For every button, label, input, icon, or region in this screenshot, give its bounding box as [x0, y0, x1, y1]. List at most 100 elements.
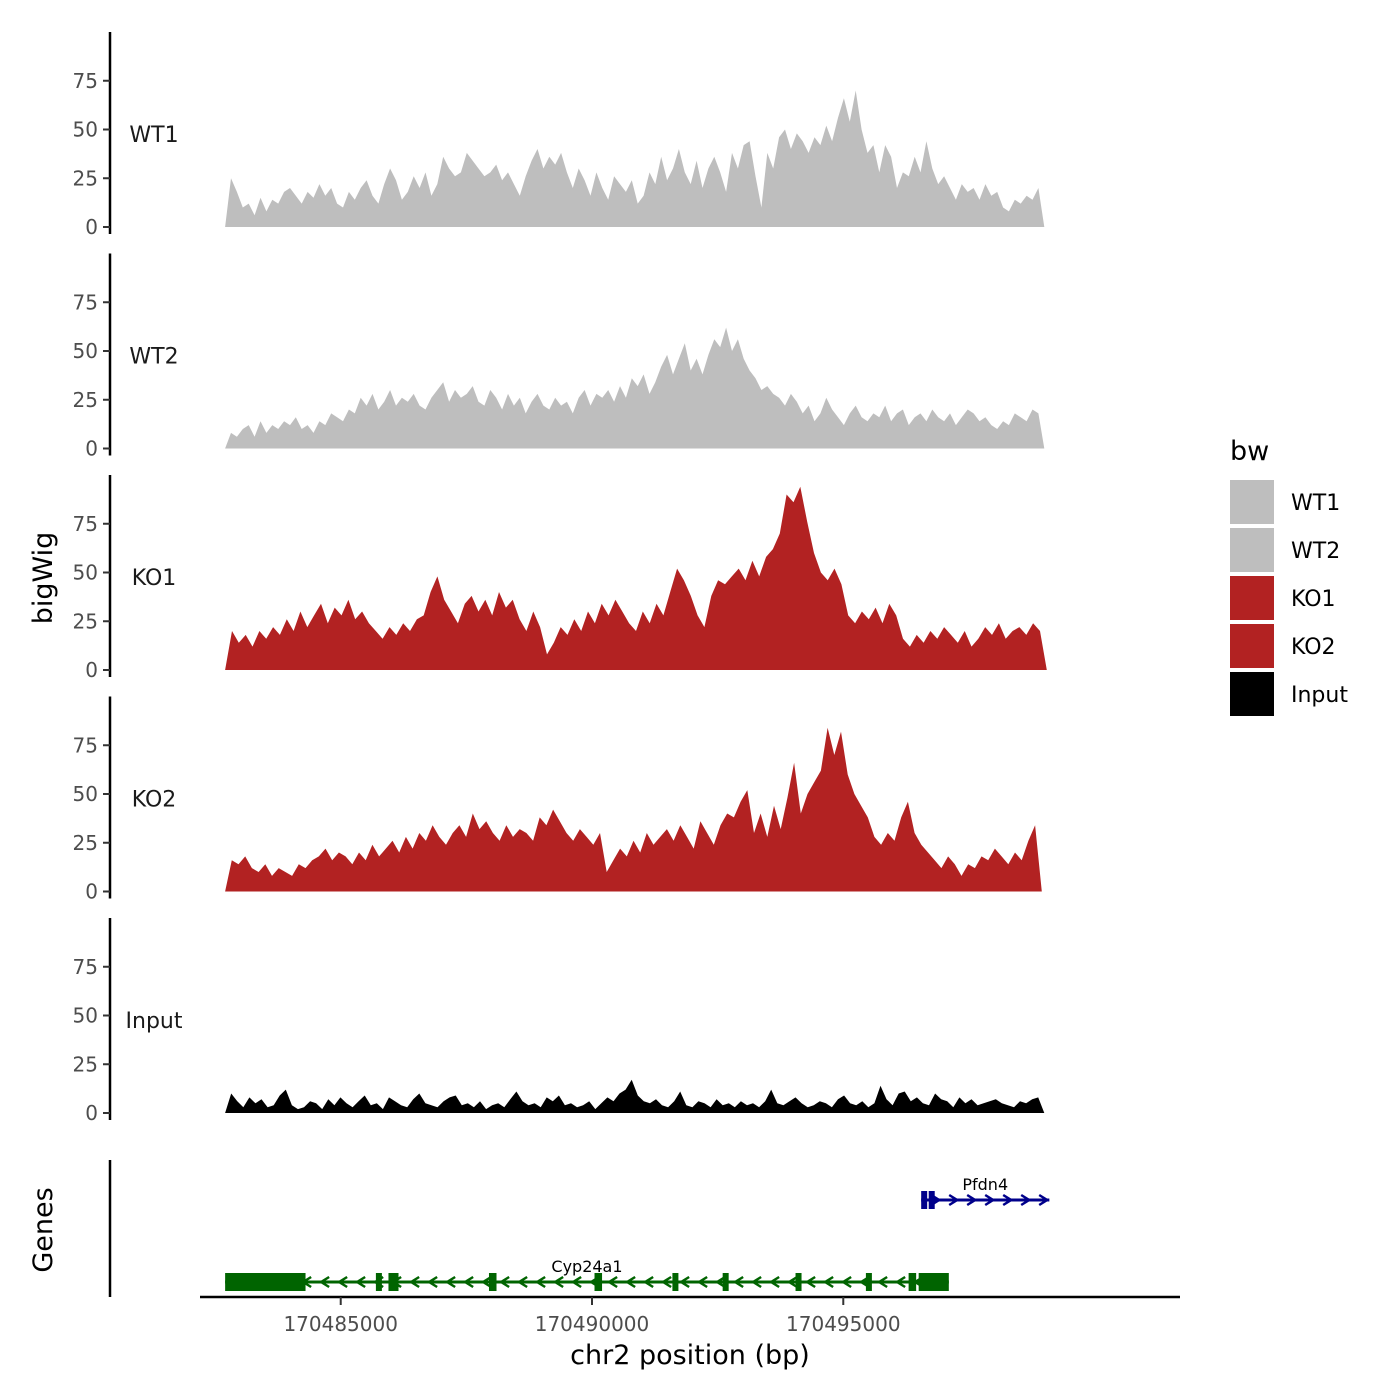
- track-ko1: 0 25 50 75 KO1: [73, 475, 1047, 682]
- exon-block: [795, 1273, 802, 1291]
- y-tick-label: 75: [73, 512, 98, 536]
- strand-arrow: [606, 1275, 618, 1289]
- gene-track: Cyp24a1 Pfdn4: [108, 1160, 1050, 1297]
- strand-arrow: [840, 1275, 852, 1289]
- strand-arrow: [876, 1275, 888, 1289]
- gene-label: Pfdn4: [962, 1175, 1008, 1194]
- strand-arrow: [750, 1275, 762, 1289]
- y-tick-label: 25: [73, 388, 98, 412]
- exon-block: [225, 1273, 306, 1291]
- strand-arrow: [552, 1275, 564, 1289]
- exon-block: [908, 1273, 917, 1291]
- y-tick-label: 0: [85, 1101, 98, 1125]
- strand-arrow: [426, 1275, 438, 1289]
- exon-block: [722, 1273, 729, 1291]
- exon-block: [918, 1273, 949, 1291]
- strand-arrow: [336, 1275, 348, 1289]
- coverage-area-wt1: [225, 90, 1045, 227]
- exon-block: [488, 1273, 497, 1291]
- y-tick-label: 25: [73, 831, 98, 855]
- y-tick-label: 25: [73, 1052, 98, 1076]
- strand-arrow: [984, 1193, 996, 1207]
- track-input: 0 25 50 75 Input: [73, 918, 1045, 1125]
- legend: bw WT1 WT2 KO1 KO2 Input: [1230, 436, 1348, 716]
- y-tick-label: 75: [73, 290, 98, 314]
- track-wt1: 0 25 50 75 WT1: [73, 32, 1045, 239]
- gene-cyp24a1: Cyp24a1: [225, 1257, 949, 1291]
- track-wt2: 0 25 50 75 WT2: [73, 253, 1045, 461]
- strand-arrow: [768, 1275, 780, 1289]
- y-axis-title: bigWig: [28, 532, 59, 625]
- track-label: KO2: [132, 788, 177, 813]
- y-tick-label: 50: [73, 782, 98, 806]
- y-tick-label: 0: [85, 658, 98, 682]
- track-label: WT2: [129, 345, 178, 370]
- y-tick-label: 50: [73, 561, 98, 585]
- strand-arrow: [1020, 1193, 1032, 1207]
- exon-block: [928, 1191, 935, 1209]
- strand-arrow: [804, 1275, 816, 1289]
- legend-swatch-wt1: [1230, 480, 1274, 524]
- strand-arrow: [714, 1275, 726, 1289]
- y-tick-label: 0: [85, 437, 98, 461]
- strand-arrow: [1038, 1193, 1050, 1207]
- legend-swatch-ko1: [1230, 576, 1274, 620]
- x-axis-title: chr2 position (bp): [570, 1340, 810, 1371]
- y-tick-label: 0: [85, 880, 98, 904]
- x-axis: 170485000 170490000 170495000: [200, 1295, 1180, 1336]
- genes-axis-title: Genes: [28, 1187, 59, 1272]
- x-tick-label: 170485000: [283, 1312, 398, 1336]
- legend-label: KO2: [1291, 635, 1336, 660]
- strand-arrow: [696, 1275, 708, 1289]
- strand-arrow: [408, 1275, 420, 1289]
- coverage-tracks: 0 25 50 75 WT1 0 25 50 75 WT2 0 25 50 75 KO1 0 25 50 75 KO2…: [73, 32, 1047, 1125]
- exon-block: [388, 1273, 399, 1291]
- coverage-area-ko1: [225, 486, 1047, 670]
- strand-arrow: [624, 1275, 636, 1289]
- track-label: WT1: [129, 123, 178, 148]
- track-label: Input: [126, 1009, 183, 1034]
- coverage-area-ko2: [225, 727, 1042, 892]
- y-tick-label: 75: [73, 733, 98, 757]
- y-tick-label: 25: [73, 609, 98, 633]
- y-tick-label: 50: [73, 118, 98, 142]
- gene-pfdn4: Pfdn4: [921, 1175, 1050, 1209]
- strand-arrow: [462, 1275, 474, 1289]
- y-tick-label: 50: [73, 1004, 98, 1028]
- track-ko2: 0 25 50 75 KO2: [73, 696, 1042, 904]
- legend-label: Input: [1291, 683, 1348, 708]
- coverage-area-wt2: [225, 327, 1045, 449]
- strand-arrow: [732, 1275, 744, 1289]
- strand-arrow: [1002, 1193, 1014, 1207]
- y-tick-label: 0: [85, 215, 98, 239]
- legend-label: WT2: [1291, 539, 1340, 564]
- strand-arrow: [642, 1275, 654, 1289]
- x-tick-label: 170490000: [535, 1312, 650, 1336]
- strand-arrow: [570, 1275, 582, 1289]
- y-tick-label: 25: [73, 166, 98, 190]
- strand-arrow: [660, 1275, 672, 1289]
- y-tick-label: 50: [73, 339, 98, 363]
- strand-arrow: [966, 1193, 978, 1207]
- exon-block: [375, 1273, 382, 1291]
- track-label: KO1: [132, 566, 177, 591]
- exon-block: [672, 1273, 679, 1291]
- legend-swatch-ko2: [1230, 624, 1274, 668]
- gene-label: Cyp24a1: [551, 1257, 622, 1276]
- strand-arrow: [822, 1275, 834, 1289]
- legend-title: bw: [1230, 436, 1269, 467]
- y-tick-label: 75: [73, 69, 98, 93]
- strand-arrow: [948, 1193, 960, 1207]
- strand-arrow: [516, 1275, 528, 1289]
- x-tick-label: 170495000: [786, 1312, 901, 1336]
- y-tick-label: 75: [73, 955, 98, 979]
- strand-arrow: [534, 1275, 546, 1289]
- strand-arrow: [894, 1275, 906, 1289]
- legend-swatch-input: [1230, 672, 1274, 716]
- strand-arrow: [678, 1275, 690, 1289]
- exon-block: [594, 1273, 603, 1291]
- strand-arrow: [498, 1275, 510, 1289]
- exon-block: [865, 1273, 872, 1291]
- coverage-area-input: [225, 1079, 1045, 1113]
